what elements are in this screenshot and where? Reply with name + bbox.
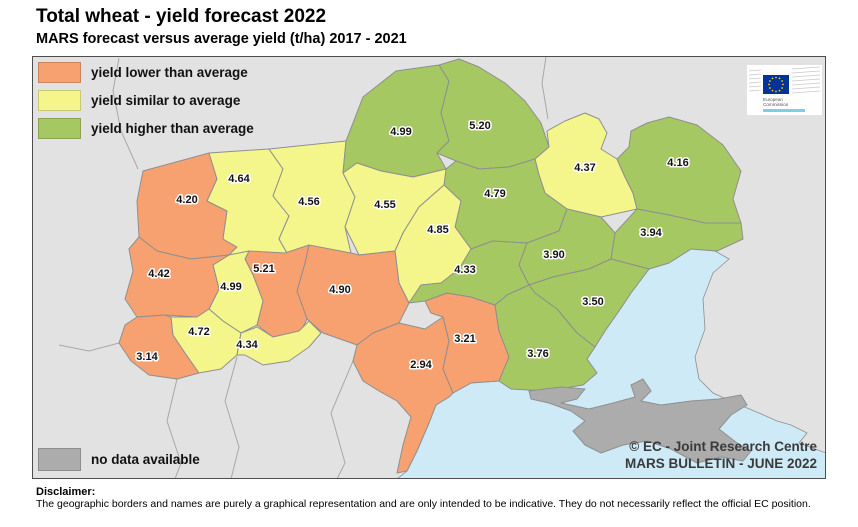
- map-region-label: 3.21: [454, 333, 475, 345]
- european-commission-logo-graphic: European Commission: [748, 66, 821, 112]
- legend-label-similar: yield similar to average: [91, 93, 241, 108]
- legend-row-lower: yield lower than average: [38, 62, 254, 83]
- map-region-label: 4.99: [220, 281, 241, 293]
- map-region-label: 4.20: [176, 194, 197, 206]
- map-region-label: 4.55: [374, 199, 395, 211]
- legend-swatch-similar: [38, 90, 81, 111]
- map-region-label: 2.94: [410, 359, 432, 371]
- choropleth-map: 4.20 4.64 4.56 4.99 5.20 4.37 4.16 3.94 4.79 4.55…: [58, 57, 825, 478]
- country-border-line: [166, 378, 182, 478]
- map-region-label: 4.90: [329, 284, 350, 296]
- eu-flag-icon: [763, 75, 789, 94]
- map-region-label: 4.33: [454, 264, 475, 276]
- legend-swatch-no-data: [38, 448, 81, 471]
- legend-row-higher: yield higher than average: [38, 118, 254, 139]
- map-region-label: 4.37: [574, 162, 595, 174]
- legend-label-lower: yield lower than average: [91, 65, 248, 80]
- legend-label-higher: yield higher than average: [91, 121, 254, 136]
- map-region: [236, 320, 322, 366]
- map-region-label: 4.56: [298, 196, 319, 208]
- legend-label-no-data: no data available: [91, 452, 200, 467]
- logo-decorative-lines-left: [748, 69, 762, 92]
- map-region: [436, 58, 550, 170]
- map-region-label: 4.34: [236, 339, 258, 351]
- disclaimer-heading: Disclaimer:: [36, 486, 96, 498]
- european-commission-logo: European Commission: [747, 65, 822, 115]
- legend-swatch-higher: [38, 118, 81, 139]
- page-subtitle: MARS forecast versus average yield (t/ha…: [36, 31, 407, 47]
- map-legend: yield lower than average yield similar t…: [38, 62, 254, 146]
- map-region-label: 4.99: [390, 126, 411, 138]
- map-region-label: 4.64: [228, 173, 250, 185]
- map-region-label: 3.94: [640, 227, 662, 239]
- disclaimer-text: The geographic borders and names are pur…: [36, 498, 811, 510]
- legend-row-similar: yield similar to average: [38, 90, 254, 111]
- disclaimer: Disclaimer: The geographic borders and n…: [36, 486, 836, 510]
- logo-accent-bar: [763, 109, 805, 112]
- map-region: [528, 378, 752, 464]
- map-region-label: 5.21: [253, 263, 274, 275]
- country-border-line: [224, 356, 240, 478]
- map-region-label: 3.14: [136, 351, 158, 363]
- map-region-label: 3.50: [582, 296, 603, 308]
- map-region: [494, 284, 598, 392]
- logo-decorative-lines-right: [791, 66, 821, 94]
- map-region-label: 4.85: [427, 224, 448, 236]
- svg-text:Commission: Commission: [763, 102, 789, 107]
- map-region-label: 5.20: [469, 120, 490, 132]
- map-region-label: 4.72: [188, 326, 209, 338]
- country-border-line: [58, 342, 120, 352]
- map-region-label: 4.16: [667, 157, 688, 169]
- map-region-label: 4.42: [148, 268, 169, 280]
- page-title: Total wheat - yield forecast 2022: [36, 6, 327, 27]
- legend-swatch-lower: [38, 62, 81, 83]
- map-region-label: 4.79: [484, 188, 505, 200]
- map-region: [342, 64, 450, 178]
- logo-wordmark: European Commission: [763, 97, 789, 107]
- country-border-line: [330, 360, 354, 478]
- map-frame: 4.20 4.64 4.56 4.99 5.20 4.37 4.16 3.94 4.79 4.55…: [32, 56, 826, 479]
- legend-row-no-data: no data available: [38, 448, 200, 471]
- country-border-line: [541, 57, 549, 120]
- credits-line-1: © EC - Joint Research Centre: [629, 439, 817, 454]
- map-region-label: 3.90: [543, 249, 564, 261]
- map-region-label: 3.76: [527, 348, 548, 360]
- country-border-line: [112, 57, 139, 170]
- credits-line-2: MARS BULLETIN - JUNE 2022: [624, 456, 817, 471]
- svg-text:European: European: [763, 97, 783, 102]
- map-credits: © EC - Joint Research Centre MARS BULLET…: [625, 438, 817, 472]
